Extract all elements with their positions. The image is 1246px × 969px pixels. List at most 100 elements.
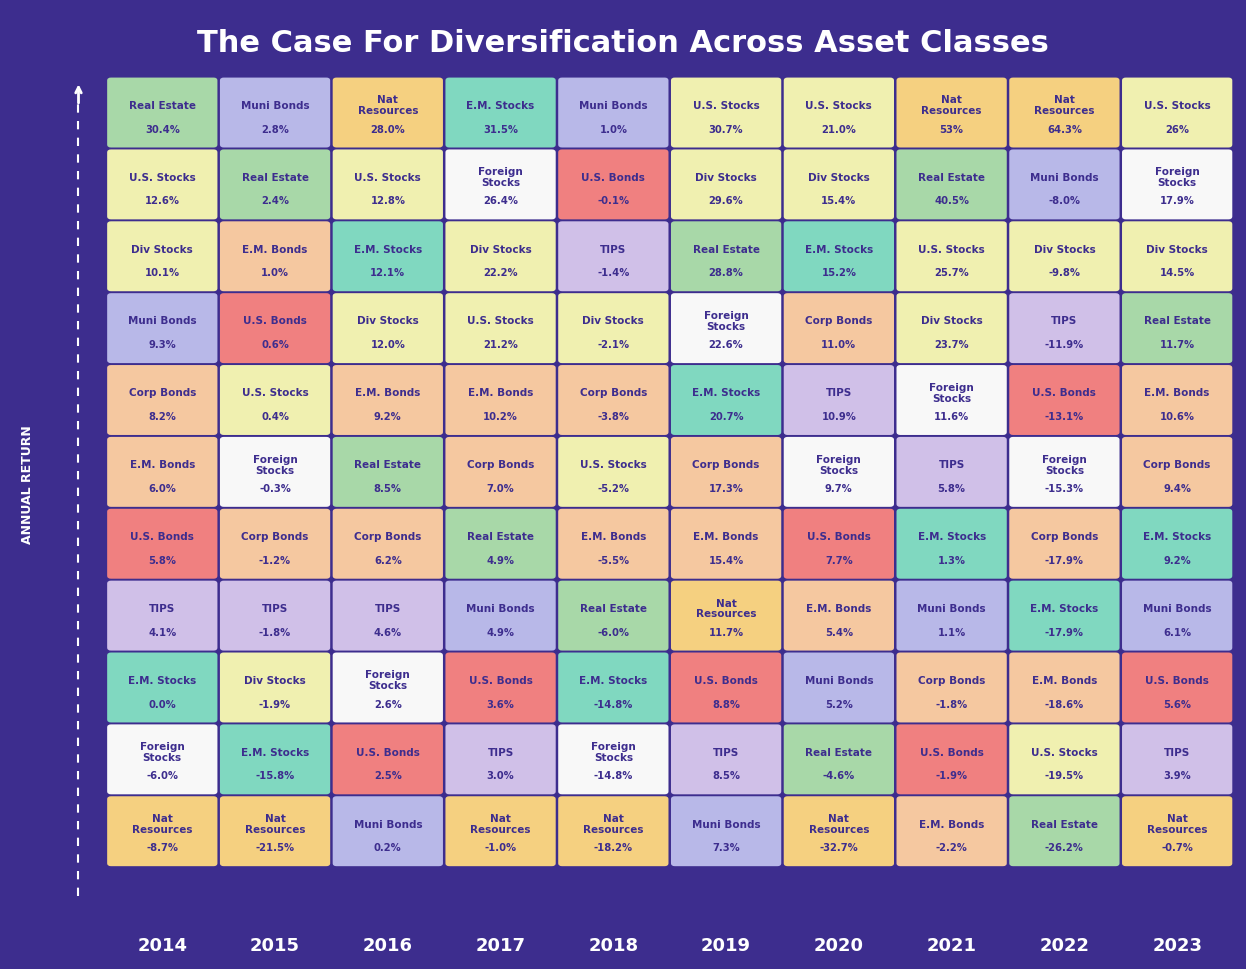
Text: 2.8%: 2.8% xyxy=(262,124,289,135)
Text: Nat
Resources: Nat Resources xyxy=(358,95,419,116)
Text: 2017: 2017 xyxy=(476,936,526,953)
Text: 2.4%: 2.4% xyxy=(262,197,289,206)
Text: TIPS: TIPS xyxy=(1052,316,1078,327)
Text: 2021: 2021 xyxy=(927,936,977,953)
Text: E.M. Stocks: E.M. Stocks xyxy=(466,101,535,110)
Text: E.M. Stocks: E.M. Stocks xyxy=(1030,604,1099,613)
Text: -11.9%: -11.9% xyxy=(1044,340,1084,350)
Text: 2.5%: 2.5% xyxy=(374,770,401,781)
Text: 0.4%: 0.4% xyxy=(262,412,289,422)
Text: -0.3%: -0.3% xyxy=(259,484,292,493)
Text: 23.7%: 23.7% xyxy=(934,340,969,350)
Text: 11.7%: 11.7% xyxy=(709,627,744,637)
Text: -2.1%: -2.1% xyxy=(597,340,629,350)
Text: -6.0%: -6.0% xyxy=(146,770,178,781)
Text: 25.7%: 25.7% xyxy=(934,268,969,278)
Text: Corp Bonds: Corp Bonds xyxy=(354,532,421,542)
Text: 5.6%: 5.6% xyxy=(1164,699,1191,708)
Text: -9.8%: -9.8% xyxy=(1048,268,1080,278)
Text: -18.6%: -18.6% xyxy=(1044,699,1084,708)
Text: E.M. Stocks: E.M. Stocks xyxy=(354,244,422,254)
Text: Div Stocks: Div Stocks xyxy=(131,244,193,254)
Text: E.M. Bonds: E.M. Bonds xyxy=(355,388,420,398)
Text: 10.2%: 10.2% xyxy=(483,412,518,422)
Text: 2016: 2016 xyxy=(363,936,412,953)
Text: E.M. Stocks: E.M. Stocks xyxy=(1143,532,1211,542)
Text: -14.8%: -14.8% xyxy=(593,699,633,708)
Text: TIPS: TIPS xyxy=(1164,747,1190,757)
Text: Div Stocks: Div Stocks xyxy=(807,172,870,182)
Text: 8.5%: 8.5% xyxy=(713,770,740,781)
Text: 12.6%: 12.6% xyxy=(145,197,179,206)
Text: 7.7%: 7.7% xyxy=(825,555,852,565)
Text: 2019: 2019 xyxy=(701,936,751,953)
Text: 30.4%: 30.4% xyxy=(145,124,179,135)
Text: -1.4%: -1.4% xyxy=(597,268,629,278)
Text: 64.3%: 64.3% xyxy=(1047,124,1082,135)
Text: -2.2%: -2.2% xyxy=(936,842,968,853)
Text: -14.8%: -14.8% xyxy=(593,770,633,781)
Text: 4.9%: 4.9% xyxy=(487,627,515,637)
Text: Nat
Resources: Nat Resources xyxy=(1034,95,1095,116)
Text: Real Estate: Real Estate xyxy=(128,101,196,110)
Text: Div Stocks: Div Stocks xyxy=(1033,244,1095,254)
Text: E.M. Stocks: E.M. Stocks xyxy=(579,675,648,685)
Text: Real Estate: Real Estate xyxy=(354,459,421,470)
Text: 1.1%: 1.1% xyxy=(937,627,966,637)
Text: E.M. Bonds: E.M. Bonds xyxy=(1145,388,1210,398)
Text: 26%: 26% xyxy=(1165,124,1189,135)
Text: -5.2%: -5.2% xyxy=(597,484,629,493)
Text: Div Stocks: Div Stocks xyxy=(356,316,419,327)
Text: 9.3%: 9.3% xyxy=(148,340,176,350)
Text: 2014: 2014 xyxy=(137,936,187,953)
Text: -6.0%: -6.0% xyxy=(597,627,629,637)
Text: 1.0%: 1.0% xyxy=(599,124,627,135)
Text: 6.1%: 6.1% xyxy=(1163,627,1191,637)
Text: 12.8%: 12.8% xyxy=(370,197,405,206)
Text: E.M. Bonds: E.M. Bonds xyxy=(468,388,533,398)
Text: -17.9%: -17.9% xyxy=(1045,627,1084,637)
Text: Real Estate: Real Estate xyxy=(1030,819,1098,828)
Text: 7.3%: 7.3% xyxy=(713,842,740,853)
Text: 22.2%: 22.2% xyxy=(483,268,518,278)
Text: Muni Bonds: Muni Bonds xyxy=(466,604,535,613)
Text: 9.2%: 9.2% xyxy=(374,412,401,422)
Text: 8.2%: 8.2% xyxy=(148,412,176,422)
Text: TIPS: TIPS xyxy=(601,244,627,254)
Text: 11.6%: 11.6% xyxy=(934,412,969,422)
Text: Div Stocks: Div Stocks xyxy=(244,675,307,685)
Text: Muni Bonds: Muni Bonds xyxy=(917,604,986,613)
Text: Nat
Resources: Nat Resources xyxy=(1146,813,1207,834)
Text: Foreign
Stocks: Foreign Stocks xyxy=(140,741,184,763)
Text: -1.9%: -1.9% xyxy=(936,770,968,781)
Text: -17.9%: -17.9% xyxy=(1045,555,1084,565)
Text: Nat
Resources: Nat Resources xyxy=(921,95,982,116)
Text: 40.5%: 40.5% xyxy=(934,197,969,206)
Text: 3.9%: 3.9% xyxy=(1164,770,1191,781)
Text: 17.3%: 17.3% xyxy=(709,484,744,493)
Text: 2018: 2018 xyxy=(588,936,638,953)
Text: -15.3%: -15.3% xyxy=(1045,484,1084,493)
Text: Nat
Resources: Nat Resources xyxy=(470,813,531,834)
Text: Corp Bonds: Corp Bonds xyxy=(128,388,196,398)
Text: U.S. Stocks: U.S. Stocks xyxy=(242,388,309,398)
Text: 2023: 2023 xyxy=(1153,936,1202,953)
Text: 21.2%: 21.2% xyxy=(483,340,518,350)
Text: Nat
Resources: Nat Resources xyxy=(132,813,193,834)
Text: Corp Bonds: Corp Bonds xyxy=(693,459,760,470)
Text: Div Stocks: Div Stocks xyxy=(470,244,532,254)
Text: Foreign
Stocks: Foreign Stocks xyxy=(253,454,298,475)
Text: 6.0%: 6.0% xyxy=(148,484,176,493)
Text: 1.3%: 1.3% xyxy=(938,555,966,565)
Text: -1.9%: -1.9% xyxy=(259,699,292,708)
Text: Corp Bonds: Corp Bonds xyxy=(467,459,535,470)
Text: 28.0%: 28.0% xyxy=(370,124,405,135)
Text: Muni Bonds: Muni Bonds xyxy=(354,819,422,828)
Text: U.S. Bonds: U.S. Bonds xyxy=(356,747,420,757)
Text: 11.7%: 11.7% xyxy=(1160,340,1195,350)
Text: 5.2%: 5.2% xyxy=(825,699,852,708)
Text: 5.4%: 5.4% xyxy=(825,627,854,637)
Text: TIPS: TIPS xyxy=(713,747,739,757)
Text: Muni Bonds: Muni Bonds xyxy=(579,101,648,110)
Text: 10.1%: 10.1% xyxy=(145,268,179,278)
